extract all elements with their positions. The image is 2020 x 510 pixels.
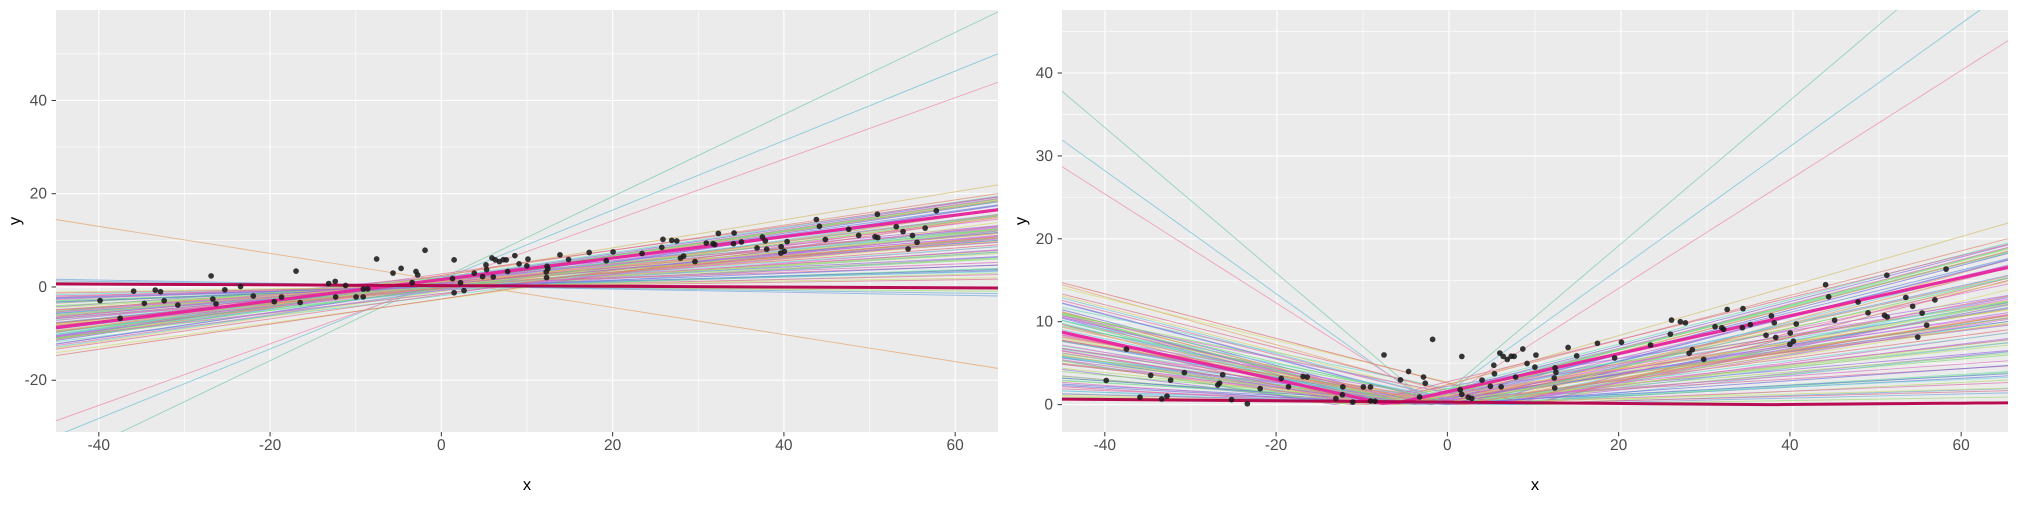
svg-text:20: 20 [1036, 231, 1054, 248]
svg-text:-40: -40 [88, 437, 111, 454]
svg-text:40: 40 [1781, 437, 1799, 454]
svg-text:-20: -20 [259, 437, 282, 454]
svg-text:y: y [1012, 216, 1030, 225]
svg-text:30: 30 [1036, 148, 1054, 165]
svg-text:0: 0 [437, 437, 446, 454]
svg-text:20: 20 [604, 437, 622, 454]
svg-text:40: 40 [775, 437, 793, 454]
svg-text:10: 10 [1036, 314, 1054, 331]
svg-text:x: x [523, 476, 532, 494]
svg-text:20: 20 [30, 186, 48, 203]
svg-text:-20: -20 [1265, 437, 1288, 454]
svg-text:-40: -40 [1094, 437, 1117, 454]
svg-text:0: 0 [1443, 437, 1452, 454]
svg-text:40: 40 [30, 92, 48, 109]
svg-text:20: 20 [1610, 437, 1628, 454]
svg-text:40: 40 [1036, 65, 1054, 82]
svg-text:y: y [6, 216, 24, 225]
svg-text:60: 60 [947, 437, 965, 454]
svg-text:0: 0 [38, 279, 47, 296]
svg-text:60: 60 [1953, 437, 1971, 454]
svg-text:-20: -20 [25, 372, 48, 389]
svg-text:0: 0 [1044, 397, 1053, 414]
svg-text:x: x [1531, 476, 1540, 494]
